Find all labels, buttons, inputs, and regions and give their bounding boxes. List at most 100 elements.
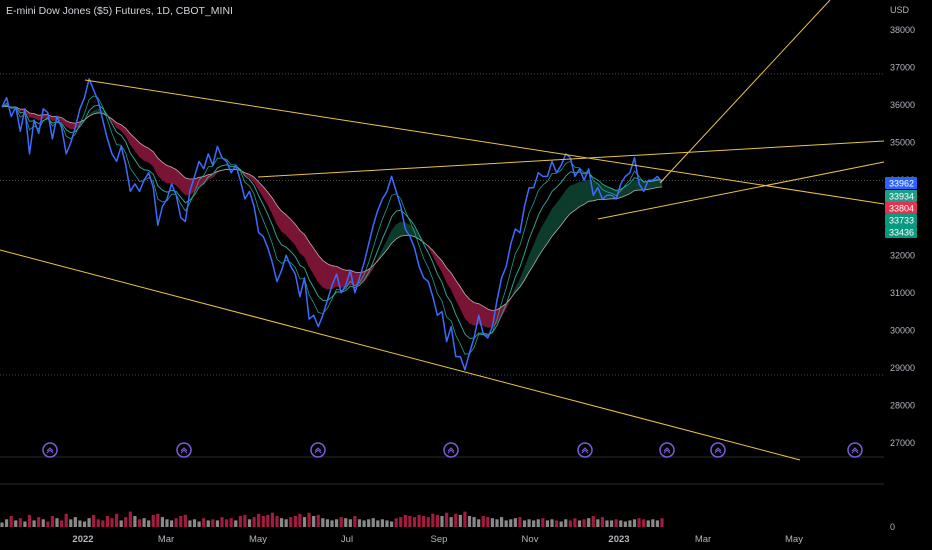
volume-bar	[174, 518, 178, 527]
volume-bar	[426, 517, 430, 527]
x-tick-label: Mar	[695, 534, 711, 545]
volume-bar	[554, 520, 559, 527]
x-tick-label: 2023	[608, 534, 629, 545]
volume-bar	[37, 517, 41, 527]
volume-bar	[550, 519, 554, 527]
volume-bar	[655, 520, 660, 527]
event-icon	[176, 442, 192, 458]
y-tick-label: 38000	[890, 25, 915, 35]
volume-bar	[605, 520, 609, 527]
volume-bar	[564, 519, 568, 527]
ribbon-segment	[537, 225, 544, 258]
event-icon-glyph	[714, 447, 722, 454]
volume-bar	[279, 518, 284, 527]
y-tick-label: 27000	[890, 438, 915, 448]
y-tick-label: 35000	[890, 138, 915, 148]
price-badge-label: 33436	[889, 228, 914, 238]
y-tick-label: 29000	[890, 363, 915, 373]
ribbon-segment	[574, 181, 580, 211]
price-badge	[885, 190, 917, 202]
volume-bar	[298, 513, 302, 527]
volume-bar	[32, 520, 36, 527]
volume-bar	[316, 514, 320, 527]
volume-bar	[211, 519, 215, 527]
ribbon-segment	[304, 233, 310, 267]
volume-bar	[435, 514, 440, 527]
event-icon-glyph	[46, 447, 54, 454]
volume-bar	[518, 517, 522, 527]
volume-bar	[275, 516, 279, 527]
price-badge	[885, 202, 917, 214]
price-badge-label: 33934	[889, 192, 914, 202]
volume-bar	[96, 519, 100, 527]
ribbon-segment	[171, 166, 177, 186]
volume-bar	[403, 514, 407, 527]
volume-bar	[477, 519, 481, 527]
volume-bar	[192, 519, 197, 527]
price-badge-label: 33804	[889, 204, 914, 214]
volume-bar	[367, 519, 371, 527]
volume-bar	[312, 516, 316, 527]
ribbon-segment	[446, 267, 452, 291]
volume-bar	[50, 516, 55, 527]
volume-bar	[119, 520, 123, 527]
ribbon-segment	[460, 285, 466, 318]
volume-bar	[513, 518, 517, 527]
event-icon-glyph	[663, 447, 671, 454]
volume-bar	[458, 514, 462, 527]
volume-bar	[559, 521, 563, 527]
x-tick-label: May	[249, 534, 267, 545]
volume-bar	[215, 520, 220, 527]
volume-bar	[536, 519, 540, 527]
price-badge	[885, 226, 917, 238]
volume-bar	[545, 520, 550, 527]
volume-bar	[257, 513, 261, 527]
price-line	[1, 78, 663, 371]
moving-averages	[1, 95, 663, 355]
volume-bar	[289, 517, 293, 527]
volume-bar	[619, 520, 623, 527]
trendline	[257, 140, 885, 178]
volume-bar	[339, 517, 343, 527]
volume-bar	[220, 517, 224, 527]
volume-bar	[495, 519, 499, 527]
y-tick-label: 36000	[890, 100, 915, 110]
volume-bar	[380, 519, 385, 527]
ribbon-segment	[647, 181, 654, 190]
volume-bar	[302, 517, 307, 527]
volume-axis-label: 0	[890, 522, 895, 532]
ma-slow-line	[1, 105, 663, 312]
y-tick-label: 37000	[890, 63, 915, 73]
ribbon-segment	[166, 165, 172, 184]
event-icon-glyph	[581, 447, 589, 454]
volume-bar	[284, 519, 288, 527]
ma-ribbon	[1, 105, 663, 328]
volume-bar	[307, 512, 311, 527]
volume-bar	[156, 513, 160, 527]
event-icon	[659, 442, 675, 458]
event-icon	[577, 442, 593, 458]
ribbon-segment	[469, 298, 475, 326]
volume-bar	[14, 520, 18, 527]
ma-fast-line	[1, 95, 663, 355]
volume-bar	[467, 516, 472, 527]
volume-bar	[417, 514, 421, 527]
volume-bar	[41, 519, 45, 527]
volume-bar	[69, 519, 73, 527]
volume-bar	[252, 517, 256, 527]
volume-bar	[142, 518, 146, 527]
volume-bar	[243, 514, 247, 527]
volume-bar	[642, 519, 646, 527]
ribbon-segment	[579, 181, 585, 208]
volume-bar	[92, 514, 96, 527]
price-badge	[885, 177, 917, 189]
volume-bar	[261, 516, 265, 527]
volume-bar	[651, 519, 655, 527]
volume-bar	[646, 520, 650, 527]
y-tick-label: 32000	[890, 250, 915, 260]
event-icon	[310, 442, 326, 458]
ribbon-segment	[391, 223, 397, 245]
volume-bar	[9, 516, 13, 527]
volume-bar	[87, 518, 91, 527]
